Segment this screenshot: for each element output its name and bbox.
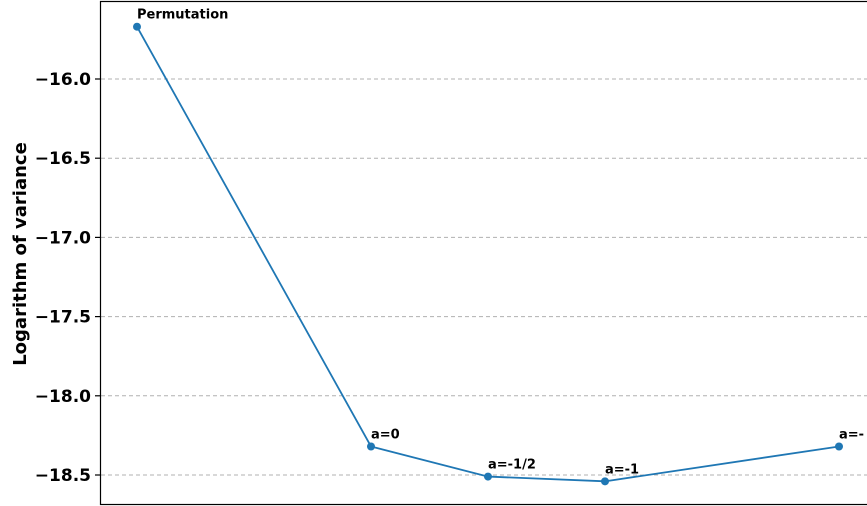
grid-layer xyxy=(101,78,867,476)
point-labels: Permutation a=0 a=-1/2 a=-1 a=- xyxy=(137,8,864,478)
data-point-label: a=-1 xyxy=(605,462,639,477)
data-point xyxy=(367,442,375,451)
y-tick-label: −16.5 xyxy=(35,149,91,169)
y-axis: −16.0 −16.5 −17.0 −17.5 −18.0 −18.5 xyxy=(35,70,101,486)
data-point xyxy=(484,472,492,481)
series-line xyxy=(136,26,840,483)
plot-frame xyxy=(99,0,867,506)
data-point-label: a=0 xyxy=(371,427,400,442)
series-layer xyxy=(133,22,843,486)
y-axis-label: Logarithm of variance xyxy=(10,142,31,366)
y-tick-label: −18.0 xyxy=(35,387,91,407)
y-tick-label: −16.0 xyxy=(35,70,91,90)
data-point xyxy=(601,477,609,486)
data-point xyxy=(133,22,141,31)
data-point xyxy=(835,442,843,451)
y-tick-label: −17.0 xyxy=(35,228,91,248)
data-point-label: a=- xyxy=(839,427,864,442)
data-point-label: Permutation xyxy=(137,8,228,23)
y-tick-label: −17.5 xyxy=(35,308,91,328)
y-tick-label: −18.5 xyxy=(35,466,91,486)
data-point-label: a=-1/2 xyxy=(488,458,536,473)
